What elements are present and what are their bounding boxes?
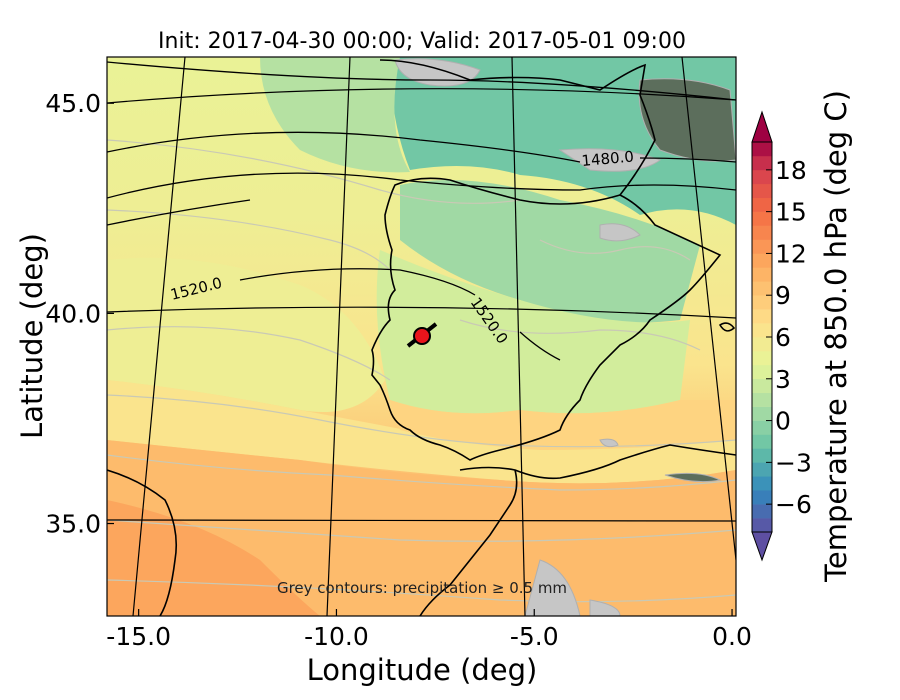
africa-west-coast (107, 469, 178, 616)
colorbar-tick-label: 0 (775, 407, 791, 436)
x-tick-label: -5.0 (510, 622, 559, 651)
colorbar-band (752, 183, 772, 199)
y-ticks: 35.0 40.0 45.0 (45, 89, 114, 539)
north-africa-coastline (419, 444, 736, 616)
parallel-45 (107, 88, 736, 104)
colorbar-band (752, 267, 772, 282)
colorbar-band (752, 364, 772, 380)
colorbar-band (752, 504, 772, 519)
colorbar-band (752, 323, 772, 338)
chart-title: Init: 2017-04-30 00:00; Valid: 2017-05-0… (158, 29, 686, 54)
temperature-region-atlantic-south (107, 500, 320, 616)
colorbar-band (752, 225, 772, 240)
colorbar-band (752, 378, 772, 394)
x-tick-label: -10.0 (304, 622, 369, 651)
y-tick-label: 35.0 (45, 510, 101, 539)
x-tick-label: 0.0 (712, 622, 752, 651)
meridian-minus-15 (132, 57, 186, 616)
colorbar-tick-label: −3 (775, 448, 812, 477)
meridian-minus-10 (326, 57, 351, 616)
colorbar-band (752, 434, 772, 449)
parallel-40 (107, 306, 736, 319)
temperature-region-central-iberia (376, 250, 690, 414)
temperature-region-bay-of-biscay (260, 57, 410, 173)
colorbar: −6 −3 0 3 6 9 12 15 18 (751, 110, 812, 562)
geopotential-contours (107, 61, 736, 361)
colorbar-tick-label: 18 (775, 156, 807, 185)
x-axis-label: Longitude (deg) (307, 653, 538, 687)
colorbar-tick-label: 12 (775, 239, 807, 268)
contour-label-1480: 1480.0 (581, 147, 635, 170)
colorbar-band (752, 406, 772, 421)
colorbar-band (752, 155, 772, 171)
colorbar-tick-label: −6 (775, 490, 812, 519)
precipitation-contours (394, 58, 736, 616)
meridian-minus-5 (511, 57, 526, 616)
temperature-contours (107, 139, 736, 603)
colorbar-band (752, 476, 772, 491)
colorbar-label: Temperature at 850.0 hPa (deg C) (819, 90, 853, 583)
colorbar-tick-label: 9 (775, 281, 791, 310)
colorbar-band (752, 295, 772, 310)
colorbar-band (752, 239, 772, 254)
colorbar-band (752, 420, 772, 435)
colorbar-extend-min (751, 531, 773, 562)
temperature-region-west-iberia (107, 257, 385, 412)
france-coastline (379, 59, 656, 196)
colorbar-band (752, 462, 772, 477)
y-axis-label: Latitude (deg) (15, 233, 49, 439)
colorbar-band (752, 518, 772, 533)
colorbar-band (752, 253, 772, 268)
y-tick-label: 40.0 (45, 299, 101, 328)
x-ticks: -15.0 -10.0 -5.0 0.0 (106, 609, 752, 651)
colorbar-band (752, 309, 772, 324)
colorbar-band (752, 350, 772, 366)
colorbar-tick-label: 15 (775, 198, 807, 227)
colorbar-band (752, 211, 772, 226)
colorbar-band (752, 281, 772, 296)
colorbar-band (752, 197, 772, 212)
location-marker (413, 327, 431, 345)
colorbar-band (752, 337, 772, 352)
meridian-0 (681, 57, 736, 561)
colorbar-band (752, 169, 772, 185)
temperature-region-north-iberia (400, 180, 700, 323)
parallel-35 (107, 519, 736, 522)
x-tick-label: -15.0 (106, 622, 171, 651)
colorbar-band (752, 142, 772, 157)
colorbar-band (752, 490, 772, 505)
plot-area: 1480.0 1520.0 1520.0 Grey contours: prec… (107, 57, 736, 616)
y-tick-label: 45.0 (45, 89, 101, 118)
colorbar-band (752, 448, 772, 463)
colorbar-extend-max (751, 110, 773, 143)
colorbar-tick-label: 3 (775, 365, 791, 394)
balearic-islands (718, 322, 736, 332)
colorbar-tick-label: 6 (775, 323, 791, 352)
precipitation-annotation: Grey contours: precipitation ≥ 0.5 mm (277, 579, 567, 597)
temperature-region-atlantic-mid (107, 380, 736, 484)
colorbar-band (752, 392, 772, 407)
temperature-region-south-iberia (390, 400, 736, 450)
graticule (107, 57, 736, 616)
plot-frame (106, 56, 737, 617)
